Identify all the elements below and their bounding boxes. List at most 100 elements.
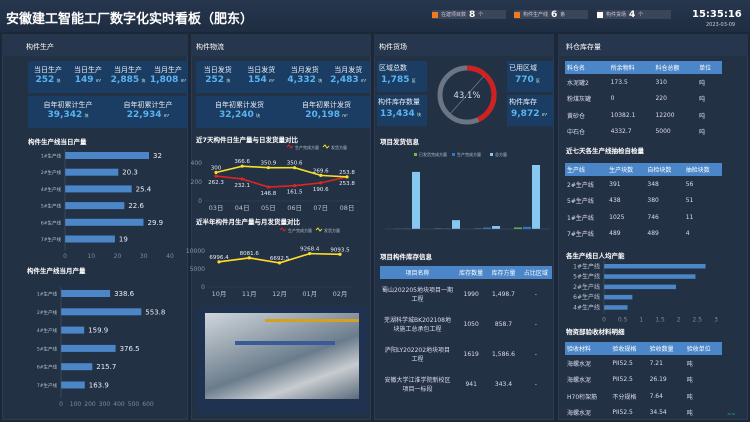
production-kpi-row: 当日生产 252 块当日生产 149 m³ 当月生产 2,885 块当月生产 1,808 … [28, 61, 188, 93]
tick-label: 2 [677, 317, 681, 324]
material-title: 物资部验收材料明细 [566, 328, 625, 336]
table-row[interactable]: 2#生产线 391 348 56 [565, 176, 722, 193]
tick-label: 20 [114, 253, 122, 260]
table-row[interactable]: 海螺水泥 PII52.5 7.21 吨 [565, 355, 722, 372]
category-label: 7#生产线 [41, 236, 62, 243]
column-header: 单位 [697, 61, 722, 74]
legend-label: 发货方量 [331, 144, 347, 150]
data-label: 22.6 [128, 202, 144, 210]
column-header: 所余物料 [608, 61, 654, 74]
panel-header [2, 34, 188, 56]
data-label: 29.9 [147, 219, 163, 227]
legend-label: 发货方量 [324, 227, 340, 233]
table-row[interactable]: 水泥罐2 173.5 310 吨 [565, 74, 722, 91]
kpi-used-area: 已用区域 770 区 [507, 61, 554, 92]
bar [65, 235, 115, 243]
tick-label: 1 [639, 317, 643, 324]
bar [452, 220, 460, 229]
kpi-value: 4,332 [287, 75, 316, 85]
kpi-value: 154 [247, 75, 267, 85]
table-row[interactable]: 粉煤灰罐 0 220 吨 [565, 91, 722, 108]
kpi-value: 252 [35, 75, 55, 85]
table-cell: - [534, 290, 537, 298]
table-row[interactable]: 中石仓 4332.7 5000 吨 [565, 124, 722, 141]
tick-label: 01月 [302, 290, 317, 298]
stat-unit: 个 [478, 12, 484, 18]
table-cell: 1#生产线 [567, 214, 594, 222]
tick-label: 0.5 [618, 317, 628, 324]
tick-label: 11月 [242, 290, 257, 298]
kpi-value: 20,198 [305, 110, 340, 120]
kpi-value: 252 [205, 75, 225, 85]
bar [604, 274, 696, 279]
table-row[interactable]: 7#生产线 489 489 4 [565, 226, 722, 243]
legend-icon [315, 227, 323, 232]
table-cell: 7.21 [649, 359, 663, 367]
data-label: 366.6 [234, 159, 250, 165]
production-title: 构件生产 [26, 43, 54, 51]
silo-panel [558, 34, 748, 420]
data-label: 253.8 [339, 170, 355, 176]
stat-unit: 条 [560, 12, 566, 18]
tick-label: 12月 [272, 290, 287, 298]
table-cell: 吨 [699, 79, 706, 87]
table-cell: 310 [655, 78, 667, 86]
table-cell: 380 [647, 197, 659, 205]
table-row[interactable]: 海螺水泥 PII52.5 34.54 吨 [565, 405, 722, 422]
table-cell: 吨 [699, 96, 706, 104]
table-row[interactable]: 蜀山202205地块项目一期工程 1990 1,498.7 - [380, 279, 552, 309]
data-label: 553.8 [145, 308, 165, 316]
bar [65, 152, 149, 159]
stat-marker-icon [432, 11, 438, 18]
bar [61, 363, 93, 371]
tick-label: 100 [70, 401, 82, 408]
table-cell: 11 [685, 213, 694, 221]
kpi-unit: m³ [95, 78, 102, 83]
category-label: 5#生产线 [573, 273, 600, 281]
kpi-label: 自年初累计发货 [302, 101, 351, 109]
kpi-card: 当月发货 2,483 m³ [327, 61, 371, 93]
table-row[interactable]: 黄砂仓 10382.1 12200 吨 [565, 107, 722, 124]
table-cell: 粉煤灰罐 [567, 96, 592, 104]
kpi-label: 当日发货 [247, 66, 276, 74]
table-row[interactable]: 1#生产线 1025 746 11 [565, 209, 722, 226]
tick-label: 03日 [209, 204, 224, 212]
kpi-unit: 块 [226, 78, 231, 83]
kpi-value: 149 [74, 75, 94, 85]
data-point [345, 175, 349, 179]
chart-title: 构件生产线当月产量 [27, 267, 86, 275]
kpi-label: 当日生产 [34, 66, 62, 74]
table-row[interactable]: 安徽大学江淮学院新校区项目一标段 941 343.4 - [380, 369, 552, 399]
clock-date: 2023-03-09 [706, 22, 736, 28]
legend-icon [286, 144, 294, 149]
data-label: 6692.5 [270, 256, 290, 262]
material-table: 验收材料 验收规格 验收数量 验收单位 海螺水泥 PII52.5 7.21 吨海螺水泥 PII5… [565, 342, 722, 421]
category-label: 5#生产线 [41, 203, 62, 210]
kpi-card: 当日生产 252 块 [28, 61, 68, 93]
table-row[interactable]: 庐阳LY202202地块项目工程 1619 1,586.6 - [380, 339, 552, 369]
table-cell: 5#生产线 [567, 198, 594, 206]
kpi-unit: 块 [141, 78, 146, 83]
tick-label: 10 [87, 253, 95, 260]
tick-label: 200 [191, 179, 203, 186]
data-point [214, 170, 218, 175]
kpi-total-area: 区域总数 1,785 区 [377, 61, 427, 92]
data-label: 350.6 [287, 161, 303, 167]
table-row[interactable]: 海螺水泥 PII52.5 26.19 吨 [565, 372, 722, 389]
tick-label: 0 [201, 284, 205, 291]
inspect-table: 生产线 生产块数 自检块数 抽检块数 2#生产线 391 348 56 5#生产线 438 380 5… [565, 163, 722, 242]
data-label: 190.6 [313, 187, 329, 193]
table-row[interactable]: H70桁架筋 不分规格 7.64 吨 [565, 388, 722, 405]
tick-label: 10000 [186, 248, 205, 255]
kpi-card: 当月生产 2,885 块 [108, 61, 148, 93]
project-table-title: 项目构件库存信息 [380, 253, 432, 261]
table-row[interactable]: 5#生产线 438 380 51 [565, 193, 722, 210]
tick-label: 04日 [235, 204, 250, 212]
category-label: 5#生产线 [37, 345, 58, 352]
bar [65, 202, 125, 210]
camera-frame[interactable] [197, 306, 367, 414]
table-row[interactable]: 芜湖科学城BK202108地块施工总承包工程 1050 858.7 - [380, 309, 552, 339]
usage-percent: 43.1% [453, 91, 480, 101]
kpi-total-card: 自年初累计发货 32,240 块 [196, 96, 283, 128]
logistics-kpi-row: 当日发货 252 块当日发货 154 m³ 当月发货 4,332 块当月发货 2,483 … [196, 61, 370, 93]
